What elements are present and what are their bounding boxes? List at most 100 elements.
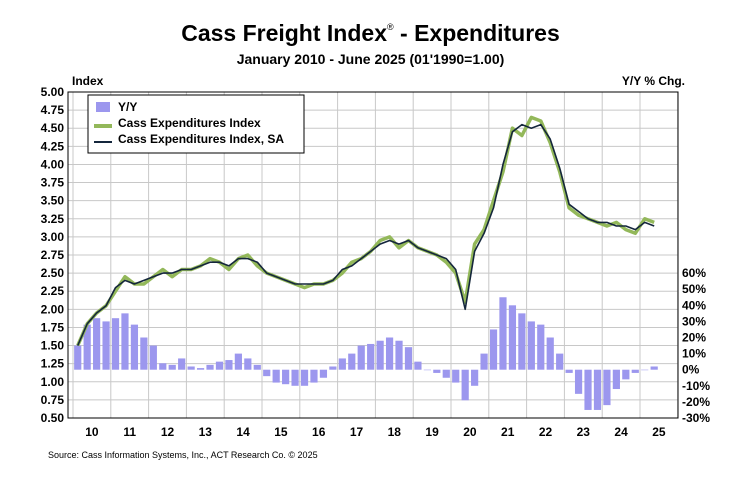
yy-bar — [603, 369, 611, 406]
yy-bar — [187, 366, 195, 370]
yy-bar — [291, 369, 299, 386]
x-tick-label: 14 — [236, 425, 250, 439]
yy-bar — [329, 366, 337, 370]
yy-bar — [121, 313, 129, 370]
left-tick-label: 1.00 — [41, 375, 65, 389]
yy-bar — [83, 324, 91, 370]
x-tick-label: 23 — [577, 425, 591, 439]
yy-bar — [253, 364, 261, 370]
yy-bar — [300, 369, 309, 386]
yy-bar — [556, 353, 564, 370]
source-note: Source: Cass Information Systems, Inc., … — [48, 450, 318, 460]
legend-label-index: Cass Expenditures Index — [118, 116, 261, 130]
left-tick-label: 4.75 — [41, 103, 65, 117]
legend-label-sa: Cass Expenditures Index, SA — [118, 132, 284, 146]
right-tick-label: -30% — [682, 411, 710, 425]
yy-bar — [612, 369, 620, 390]
yy-bar — [225, 360, 233, 370]
x-tick-label: 13 — [199, 425, 213, 439]
yy-bar — [234, 353, 242, 370]
left-tick-label: 4.25 — [41, 139, 65, 153]
yy-bar — [149, 345, 157, 370]
yy-bar — [395, 340, 403, 370]
right-tick-label: 20% — [682, 331, 706, 345]
yy-bar — [168, 364, 176, 370]
left-tick-label: 5.00 — [41, 85, 65, 99]
yy-bar — [442, 369, 450, 378]
yy-bar — [282, 369, 290, 385]
left-tick-label: 1.25 — [41, 357, 65, 371]
left-tick-label: 4.50 — [41, 121, 65, 135]
yy-bar — [546, 337, 554, 370]
right-tick-label: 30% — [682, 314, 706, 328]
chart-subtitle: January 2010 - June 2025 (01'1990=1.00) — [236, 51, 505, 67]
left-tick-label: 3.50 — [41, 194, 65, 208]
yy-bar — [461, 369, 469, 401]
left-tick-label: 2.50 — [41, 266, 65, 280]
yy-bar — [433, 369, 441, 373]
yy-bar — [376, 340, 384, 370]
x-tick-label: 20 — [463, 425, 477, 439]
plot-frame — [67, 91, 679, 419]
legend-swatch-yy — [96, 102, 110, 112]
yy-bar — [130, 324, 139, 370]
x-tick-label: 11 — [123, 425, 136, 439]
x-tick-label: 19 — [425, 425, 439, 439]
x-tick-label: 17 — [350, 425, 364, 439]
yy-bar — [140, 337, 148, 370]
right-tick-label: -10% — [682, 379, 710, 393]
right-tick-label: 40% — [682, 298, 706, 312]
yy-bar — [93, 318, 101, 370]
x-tick-label: 21 — [501, 425, 515, 439]
x-tick-label: 12 — [161, 425, 175, 439]
yy-bar — [272, 369, 280, 383]
yy-bar — [159, 363, 167, 370]
right-tick-label: -20% — [682, 395, 710, 409]
left-tick-label: 1.50 — [41, 339, 65, 353]
yy-bar — [196, 368, 205, 370]
yy-bar — [414, 361, 422, 370]
left-tick-label: 1.75 — [41, 320, 65, 334]
yy-bar — [471, 369, 479, 386]
yy-bar — [178, 358, 186, 370]
yy-bar — [310, 369, 318, 383]
yy-bar — [423, 369, 431, 371]
yy-bar — [631, 369, 639, 373]
legend-label-yy: Y/Y — [118, 100, 137, 114]
chart-title-suffix: - Expenditures — [393, 20, 560, 46]
right-tick-label: 0% — [682, 363, 700, 377]
right-tick-label: 10% — [682, 347, 706, 361]
yy-bar — [263, 369, 271, 377]
yy-bar — [574, 369, 583, 394]
yy-bar — [452, 369, 460, 383]
registered-mark: ® — [386, 22, 394, 33]
yy-bar — [348, 353, 356, 370]
left-tick-label: 0.75 — [41, 393, 65, 407]
x-tick-label: 10 — [85, 425, 99, 439]
yy-bar — [480, 353, 488, 370]
yy-bar — [565, 369, 573, 373]
right-tick-label: 50% — [682, 282, 706, 296]
yy-bar — [385, 337, 394, 370]
yy-bar — [650, 366, 658, 370]
left-tick-label: 2.25 — [41, 284, 65, 298]
left-tick-label: 0.50 — [41, 411, 65, 425]
left-tick-label: 3.00 — [41, 230, 65, 244]
x-tick-label: 25 — [652, 425, 666, 439]
x-tick-label: 15 — [274, 425, 288, 439]
yy-bar — [111, 318, 120, 370]
left-tick-label: 4.00 — [41, 157, 65, 171]
yy-bar — [593, 369, 602, 410]
left-tick-label: 3.25 — [41, 212, 65, 226]
yy-bar — [622, 369, 630, 380]
right-axis-label: Y/Y % Chg. — [621, 74, 685, 88]
yy-bar — [404, 347, 413, 370]
yy-bar — [74, 345, 82, 370]
yy-bar — [338, 358, 346, 370]
chart-title-text: Cass Freight Index — [181, 20, 387, 46]
yy-bar — [537, 324, 545, 370]
left-axis-label: Index — [72, 74, 104, 88]
yy-bar — [489, 329, 498, 370]
x-tick-label: 16 — [312, 425, 326, 439]
